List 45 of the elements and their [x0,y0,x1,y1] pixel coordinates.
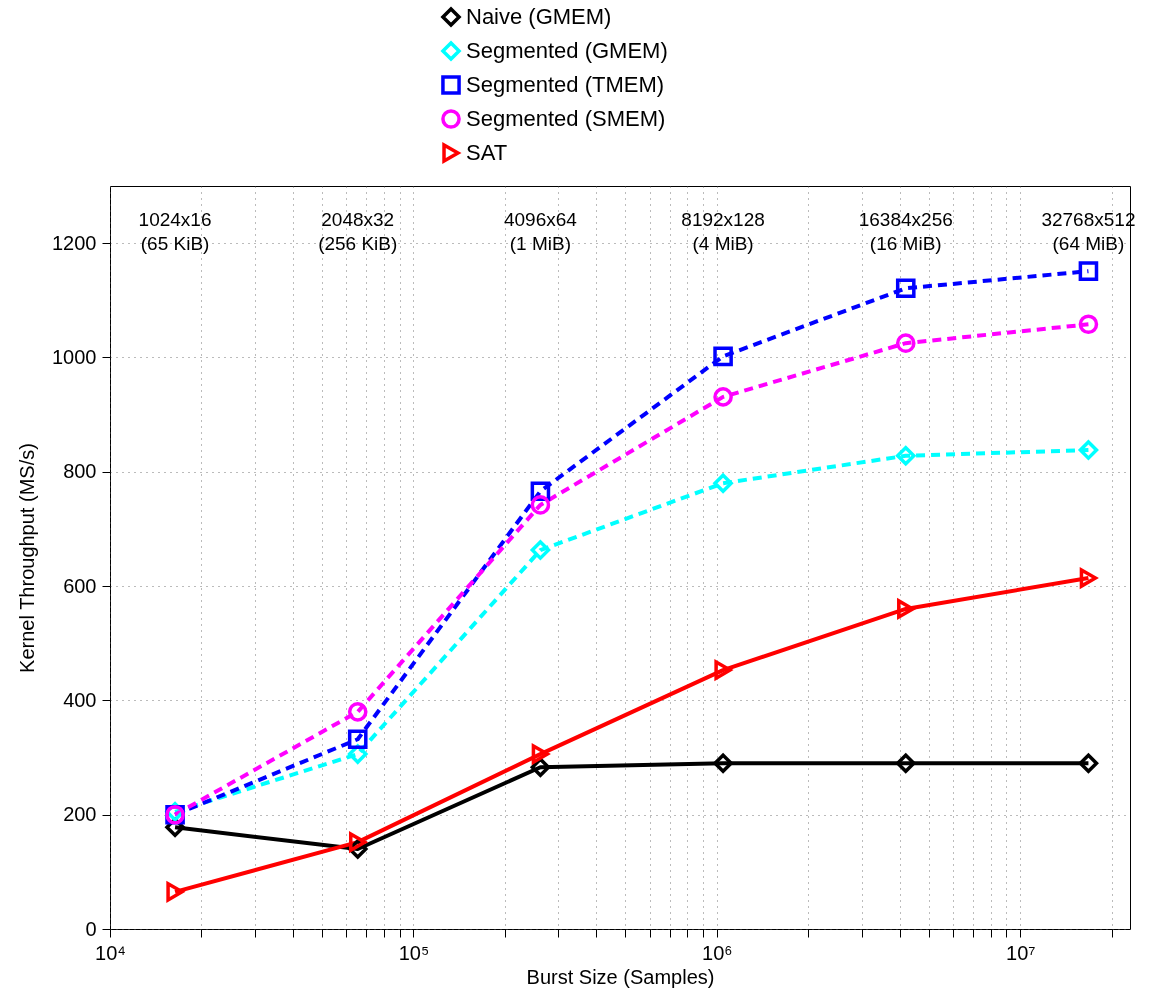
y-tick-label: 0 [85,917,97,940]
x-tick-label: 10⁴ [95,941,126,964]
y-axis-title: Kernel Throughput (MS/s) [16,443,39,673]
point [1078,261,1099,281]
point [530,540,551,560]
point [166,882,184,902]
annotation: 8192x128 (4 MiB) [681,209,765,255]
point [713,387,733,407]
x-axis-title: Burst Size (Samples) [526,965,715,988]
point [1079,568,1098,588]
point [895,278,916,299]
point [895,445,916,466]
point [1078,440,1099,460]
point [895,753,916,774]
point [895,333,916,353]
point [713,753,733,774]
point [897,599,915,619]
x-tick-label: 10⁵ [398,941,430,964]
y-tick-label: 1000 [52,345,97,368]
point [347,729,368,750]
annotation: 16384x256 (16 MiB) [858,209,953,255]
x-tick-label: 10⁶ [702,941,733,964]
point [530,495,551,515]
x-tick-label: 10⁷ [1006,941,1036,964]
y-tick-label: 800 [63,460,97,483]
y-tick-label: 400 [63,688,97,711]
annotation: 4096x64 (1 MiB) [503,209,578,255]
point [1078,314,1099,335]
point [713,346,733,367]
point [714,660,732,680]
legend-label: Segmented (TMEM) [466,72,665,97]
point [531,744,550,764]
legend-label: Segmented (GMEM) [466,38,668,63]
point [713,473,733,494]
y-tick-label: 1200 [52,231,97,254]
y-tick-label: 600 [63,574,97,597]
y-tick-label: 200 [63,803,97,826]
legend-label: Segmented (SMEM) [466,106,666,131]
annotation: 2048x32 (256 KiB) [318,209,398,255]
legend-label: Naive (GMEM) [466,4,612,29]
point [349,832,367,852]
annotation: 1024x16 (65 KiB) [138,209,212,255]
legend-label: SAT [466,140,508,165]
point [347,702,368,722]
point [1078,753,1099,774]
